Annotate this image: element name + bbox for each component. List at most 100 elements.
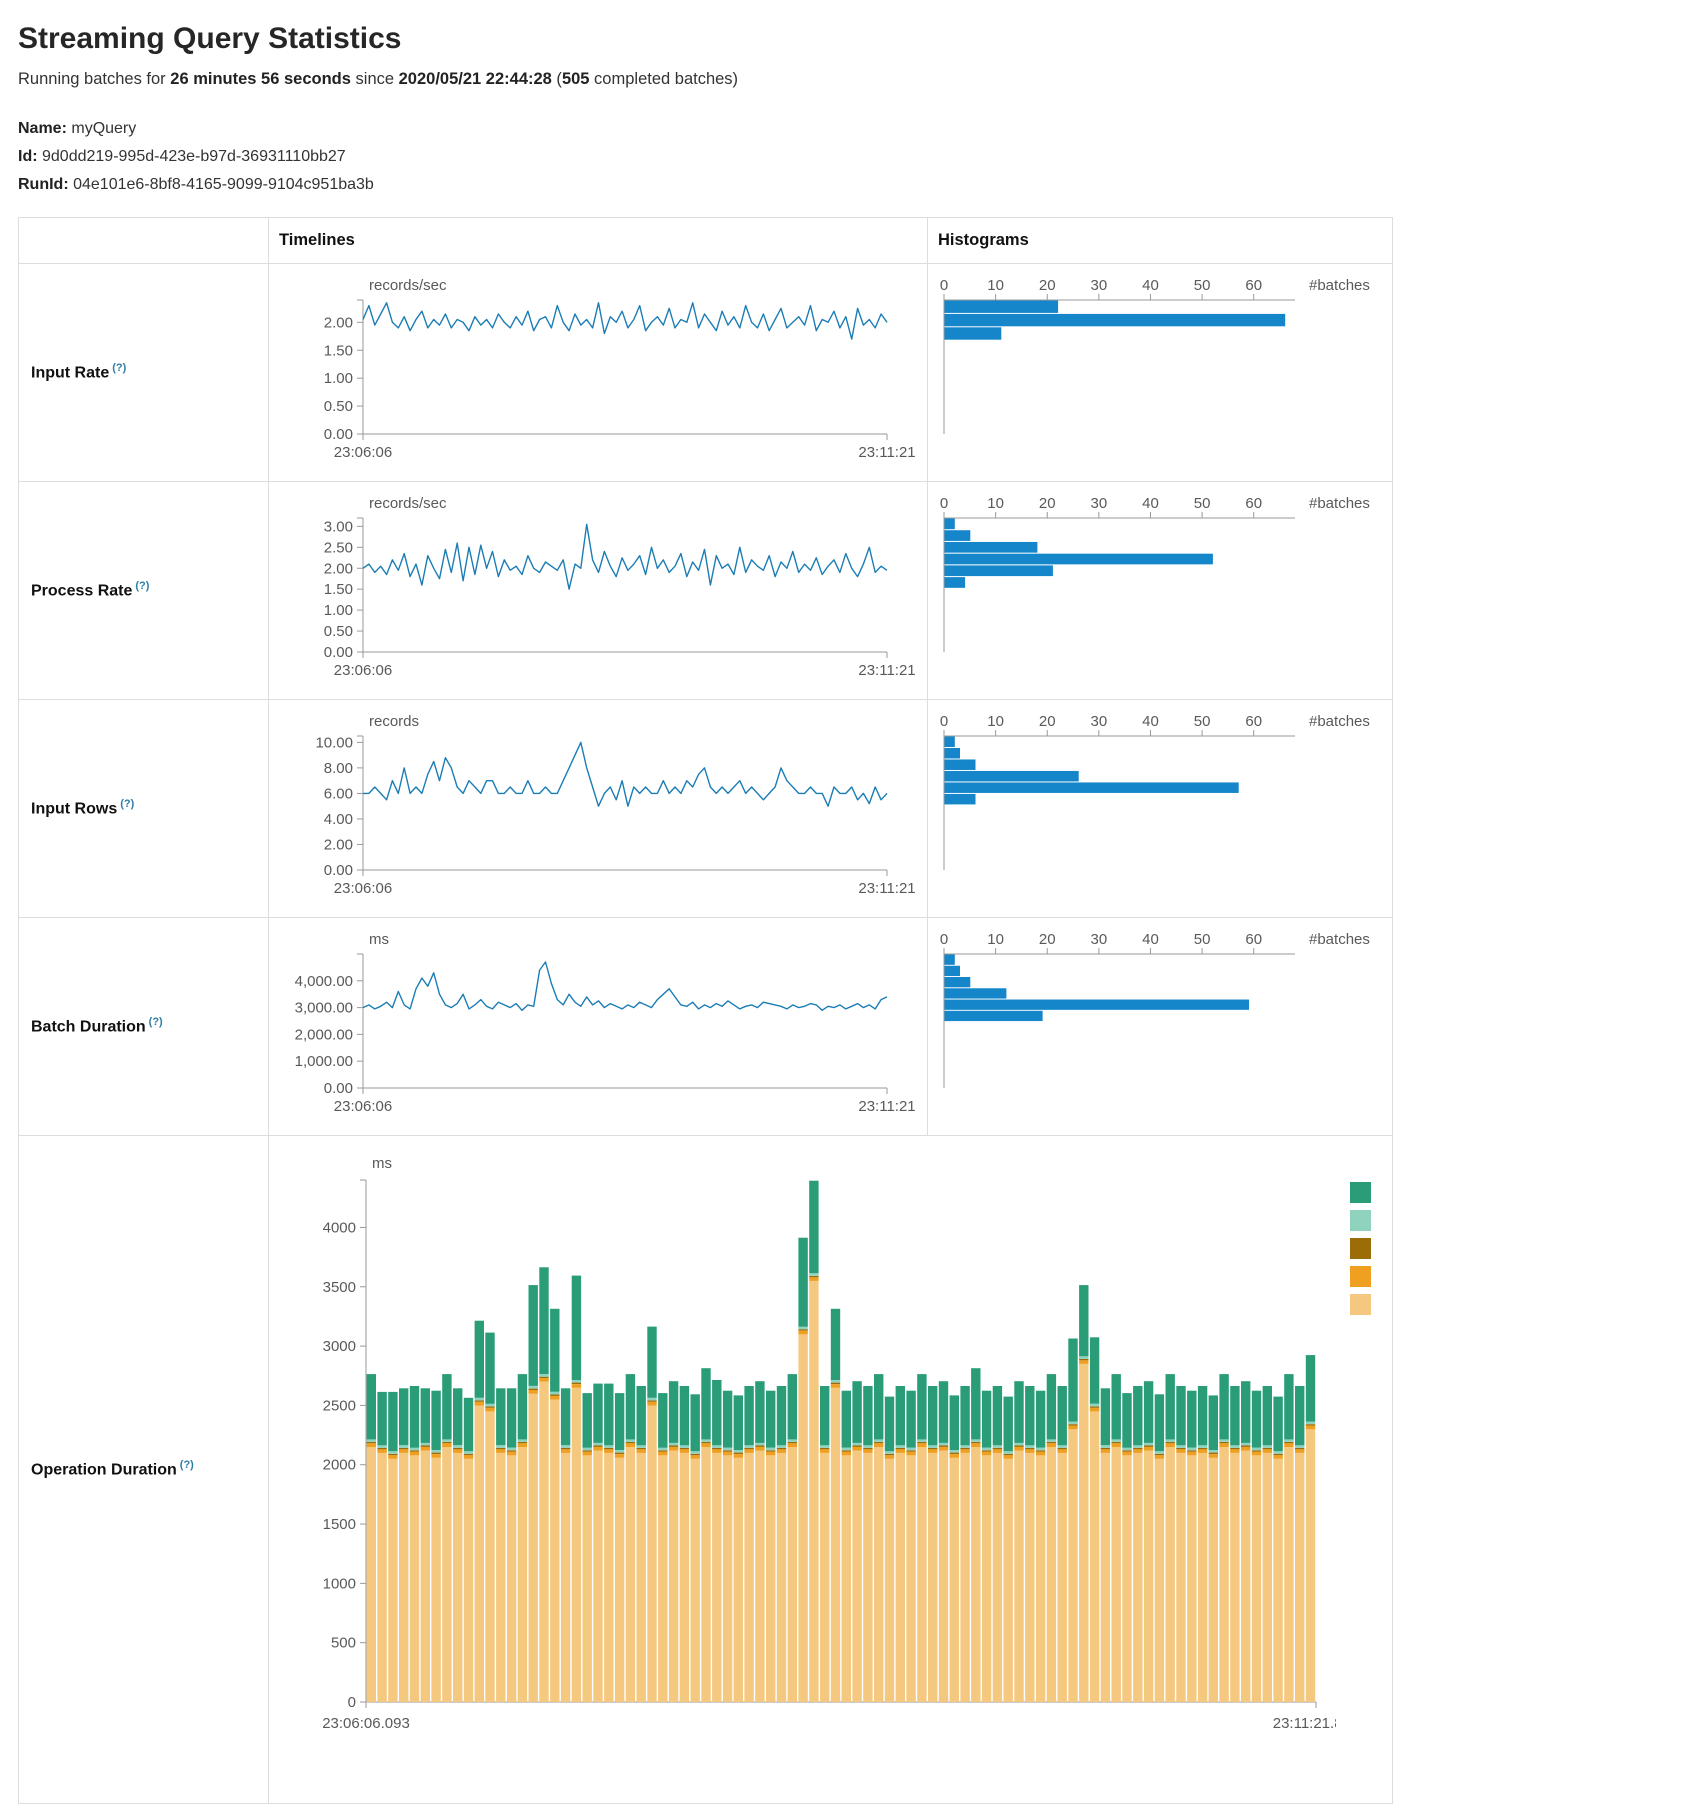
timeline-svg: ms 0.00 1,000.00 2,000.00 3,000.00 4,000.00 23…	[295, 931, 916, 1115]
svg-text:50: 50	[1194, 277, 1211, 294]
svg-text:0.00: 0.00	[324, 1080, 353, 1097]
svg-text:4,000.00: 4,000.00	[295, 972, 353, 989]
svg-text:3500: 3500	[323, 1278, 356, 1295]
process-rate-help-icon[interactable]: (?)	[135, 579, 150, 592]
statistics-table: Timelines Histograms Input Rate (?) recor…	[18, 216, 1393, 1804]
svg-text:40: 40	[1142, 931, 1159, 948]
svg-text:1.50: 1.50	[324, 581, 353, 598]
svg-text:30: 30	[1091, 495, 1108, 512]
svg-text:30: 30	[1091, 931, 1108, 948]
svg-text:2.00: 2.00	[324, 560, 353, 577]
svg-text:#batches: #batches	[1309, 277, 1370, 294]
summary-text: (	[551, 70, 562, 88]
svg-text:4000: 4000	[323, 1219, 356, 1236]
svg-text:#batches: #batches	[1309, 495, 1370, 512]
process-rate-histogram-cell: 0 10 20 30 40 50 60 #batches	[927, 480, 1393, 700]
svg-text:500: 500	[331, 1634, 356, 1651]
svg-text:30: 30	[1091, 277, 1108, 294]
svg-text:3000: 3000	[323, 1338, 356, 1355]
histogram-svg: 0 10 20 30 40 50 60 #batches	[940, 277, 1370, 434]
query-id-row: Id: 9d0dd219-995d-423e-b97d-36931110bb27	[18, 143, 1675, 170]
input-rate-histogram-chart: 0 10 20 30 40 50 60 #batches	[930, 270, 1390, 475]
input-rows-help-icon[interactable]: (?)	[120, 797, 135, 810]
svg-text:2,000.00: 2,000.00	[295, 1026, 353, 1043]
input-rate-help-icon[interactable]: (?)	[112, 361, 127, 374]
svg-text:1.50: 1.50	[324, 342, 353, 359]
svg-text:40: 40	[1142, 713, 1159, 730]
query-runid-row: RunId: 04e101e6-8bf8-4165-9099-9104c951b…	[18, 171, 1675, 198]
svg-text:50: 50	[1194, 713, 1211, 730]
svg-text:20: 20	[1039, 277, 1056, 294]
svg-text:0: 0	[940, 713, 948, 730]
operation-duration-chart-cell: ms 0 500 1000 1500 2000 2500 3000 3500 4000 23:06:…	[268, 1134, 1393, 1804]
svg-text:20: 20	[1039, 931, 1056, 948]
svg-text:23:06:06: 23:06:06	[334, 662, 392, 679]
svg-text:10: 10	[987, 931, 1004, 948]
svg-text:0: 0	[940, 277, 948, 294]
histograms-header: Histograms	[927, 216, 1393, 264]
batch-duration-timeline-chart: ms 0.00 1,000.00 2,000.00 3,000.00 4,000.00 23…	[271, 924, 925, 1129]
process-rate-histogram-chart: 0 10 20 30 40 50 60 #batches	[930, 488, 1390, 693]
runid-label: RunId:	[18, 176, 69, 194]
operation-duration-row: Operation Duration (?) ms 0 500 1000 1500 2000…	[18, 1134, 1393, 1804]
query-runid: 04e101e6-8bf8-4165-9099-9104c951ba3b	[73, 176, 374, 194]
svg-text:60: 60	[1245, 495, 1262, 512]
batch-duration-histogram-cell: 0 10 20 30 40 50 60 #batches	[927, 916, 1393, 1136]
input-rate-timeline-cell: records/sec 0.00 0.50 1.00 1.50 2.00 23:06:06 2…	[268, 262, 928, 482]
stacked-bar-svg: ms 0 500 1000 1500 2000 2500 3000 3500 4000 23:06:…	[322, 1155, 1359, 1732]
process-rate-timeline-cell: records/sec 0.00 0.50 1.00 1.50 2.00 2.50 3.00 2…	[268, 480, 928, 700]
summary-text: since	[350, 70, 399, 88]
operation-duration-help-icon[interactable]: (?)	[179, 1458, 194, 1471]
histogram-svg: 0 10 20 30 40 50 60 #batches	[940, 713, 1370, 870]
input-rows-histogram-cell: 0 10 20 30 40 50 60 #batches	[927, 698, 1393, 918]
svg-text:0.00: 0.00	[324, 862, 353, 879]
operation-duration-label-cell: Operation Duration (?)	[18, 1134, 269, 1804]
process-rate-label-cell: Process Rate (?)	[18, 480, 269, 700]
timeline-svg: records/sec 0.00 0.50 1.00 1.50 2.00 2.50 3.00 2…	[324, 495, 916, 679]
svg-text:23:06:06: 23:06:06	[334, 880, 392, 897]
query-name-row: Name: myQuery	[18, 115, 1675, 142]
legend-swatch	[1350, 1237, 1371, 1259]
svg-text:60: 60	[1245, 277, 1262, 294]
table-header-row: Timelines Histograms	[18, 216, 1393, 264]
legend-swatch	[1350, 1181, 1371, 1203]
svg-text:23:11:21: 23:11:21	[858, 662, 915, 679]
running-summary: Running batches for 26 minutes 56 second…	[18, 70, 1675, 89]
svg-text:0.50: 0.50	[324, 623, 353, 640]
batch-duration-help-icon[interactable]: (?)	[148, 1015, 163, 1028]
input-rows-histogram-chart: 0 10 20 30 40 50 60 #batches	[930, 706, 1390, 911]
batch-duration-timeline-cell: ms 0.00 1,000.00 2,000.00 3,000.00 4,000.00 23…	[268, 916, 928, 1136]
batch-duration-row: Batch Duration (?) ms 0.00 1,000.00 2,000.00…	[18, 916, 1393, 1136]
svg-text:0.50: 0.50	[324, 398, 353, 415]
svg-text:1,000.00: 1,000.00	[295, 1053, 353, 1070]
row-label: Batch Duration	[31, 1018, 146, 1036]
histogram-svg: 0 10 20 30 40 50 60 #batches	[940, 931, 1370, 1088]
timeline-svg: records 0.00 2.00 4.00 6.00 8.00 10.00 23:06:06…	[315, 713, 915, 897]
input-rows-timeline-chart: records 0.00 2.00 4.00 6.00 8.00 10.00 23:06:06…	[271, 706, 925, 911]
svg-text:2000: 2000	[323, 1456, 356, 1473]
svg-text:2.50: 2.50	[324, 539, 353, 556]
input-rows-label-cell: Input Rows (?)	[18, 698, 269, 918]
svg-text:0.00: 0.00	[324, 426, 353, 443]
svg-text:23:11:21: 23:11:21	[858, 1098, 915, 1115]
svg-text:10: 10	[987, 713, 1004, 730]
svg-text:23:11:21: 23:11:21	[858, 880, 915, 897]
name-label: Name:	[18, 120, 67, 137]
page-title: Streaming Query Statistics	[18, 22, 402, 55]
summary-text: completed batches)	[589, 70, 739, 88]
svg-text:1000: 1000	[323, 1575, 356, 1592]
query-name: myQuery	[71, 120, 137, 137]
svg-text:2500: 2500	[323, 1397, 356, 1414]
svg-text:#batches: #batches	[1309, 931, 1370, 948]
process-rate-row: Process Rate (?) records/sec 0.00 0.50 1.00 1…	[18, 480, 1393, 700]
svg-text:2.00: 2.00	[324, 314, 353, 331]
id-label: Id:	[18, 148, 38, 166]
svg-text:ms: ms	[372, 1155, 392, 1172]
input-rate-timeline-chart: records/sec 0.00 0.50 1.00 1.50 2.00 23:06:06 2…	[271, 270, 925, 475]
svg-text:20: 20	[1039, 713, 1056, 730]
batch-duration-histogram-chart: 0 10 20 30 40 50 60 #batches	[930, 924, 1390, 1129]
svg-text:23:11:21.864: 23:11:21.864	[1273, 1715, 1336, 1732]
timeline-svg: records/sec 0.00 0.50 1.00 1.50 2.00 23:06:06 2…	[324, 277, 916, 461]
svg-text:50: 50	[1194, 931, 1211, 948]
svg-text:1500: 1500	[323, 1516, 356, 1533]
